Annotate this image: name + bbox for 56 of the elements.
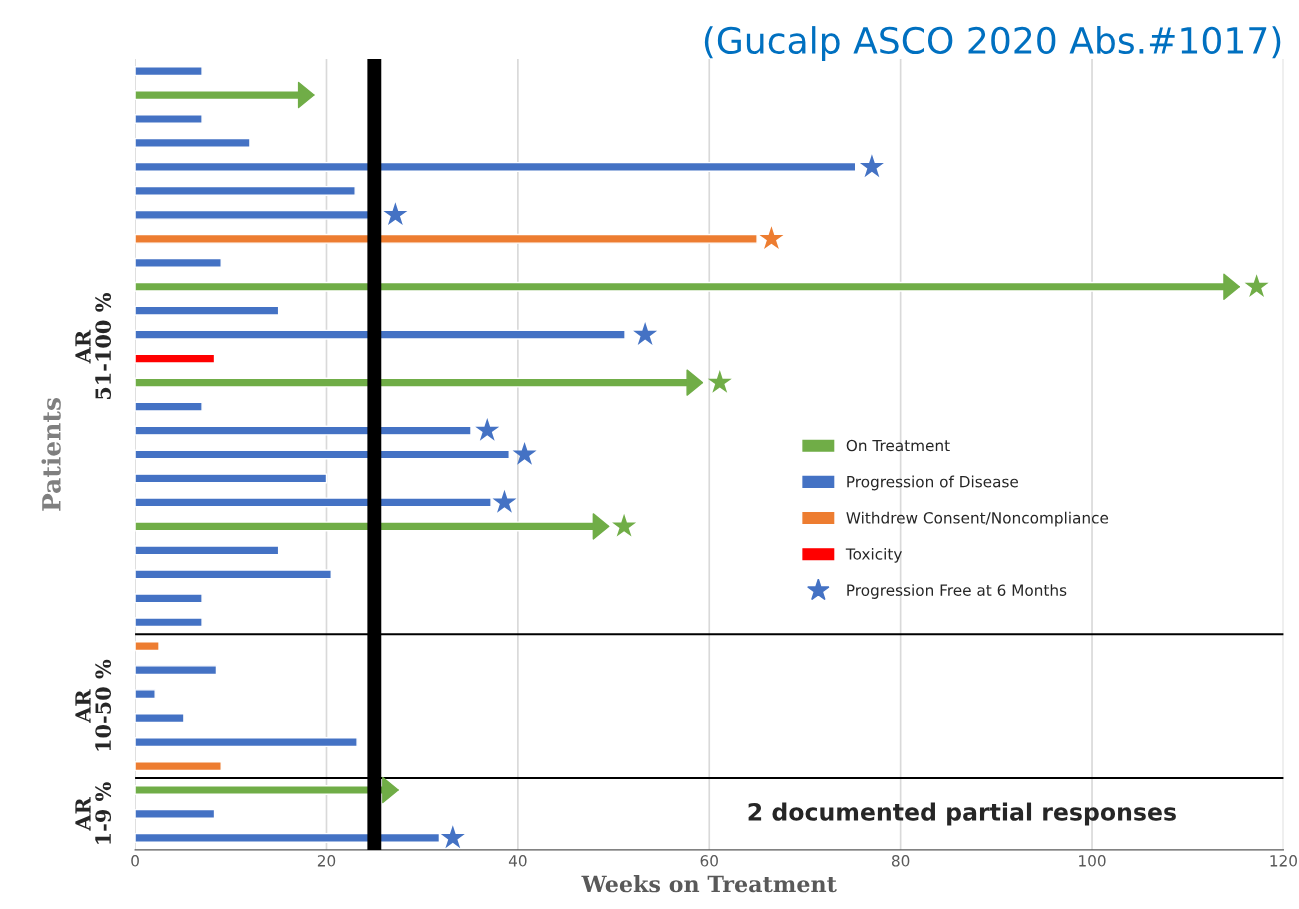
- point: [1244, 274, 1269, 297]
- bar: [135, 137, 251, 148]
- point: [612, 513, 637, 537]
- bar: [135, 66, 203, 77]
- bar: [135, 617, 203, 628]
- x-tick-label: 20: [317, 855, 336, 867]
- point: [707, 369, 732, 393]
- bar: [135, 233, 758, 244]
- x-tick-label: 60: [700, 855, 718, 867]
- bar: [135, 569, 332, 580]
- bar: [135, 808, 216, 819]
- point: [759, 226, 784, 250]
- x-tick-label: 0: [131, 855, 139, 867]
- text: AR 10-50 %: [75, 659, 112, 751]
- bar: [135, 161, 857, 172]
- bar: [135, 113, 203, 125]
- point: [492, 489, 517, 513]
- bar: [135, 257, 222, 268]
- bar: [135, 641, 160, 652]
- x-tick-label: 40: [508, 855, 527, 867]
- point: [859, 154, 884, 178]
- bar: [135, 353, 216, 364]
- bar: [135, 425, 472, 436]
- bar: [135, 305, 280, 316]
- x-axis-title: Weeks on Treatment: [581, 875, 837, 893]
- bar: [135, 473, 328, 484]
- bar: [135, 713, 185, 724]
- bar: [135, 545, 280, 556]
- text: AR 1-9 %: [75, 782, 112, 844]
- point: [475, 417, 500, 441]
- bar: [135, 185, 356, 196]
- bar: [135, 449, 510, 460]
- bar: [135, 665, 218, 676]
- bar: [135, 593, 203, 604]
- annotation: 2 documented partial responses: [748, 802, 1176, 826]
- legend-label: On Treatment: [846, 439, 950, 452]
- bar: [135, 689, 156, 700]
- bar: [135, 329, 626, 340]
- y-axis-title: Patients: [41, 397, 61, 511]
- point: [383, 202, 408, 226]
- x-tick-label: 120: [1270, 855, 1297, 867]
- point: [633, 322, 658, 345]
- x-tick-label: 80: [891, 855, 910, 867]
- point: [512, 441, 537, 465]
- bar: [135, 401, 203, 412]
- x-tick-label: 100: [1079, 855, 1106, 867]
- bar: [135, 737, 358, 748]
- bar: [135, 761, 222, 772]
- point: [440, 825, 465, 849]
- text: AR 51-100 %: [75, 293, 112, 400]
- legend-label: Toxicity: [845, 547, 902, 563]
- legend-label: Progression of Disease: [847, 475, 1019, 491]
- chart-title: (Gucalp ASCO 2020 Abs.#1017): [704, 26, 1281, 62]
- legend-label: Withdrew Consent/Noncompliance: [846, 511, 1109, 527]
- bar: [135, 497, 492, 508]
- legend-label: Progression Free at 6 Months: [847, 584, 1067, 599]
